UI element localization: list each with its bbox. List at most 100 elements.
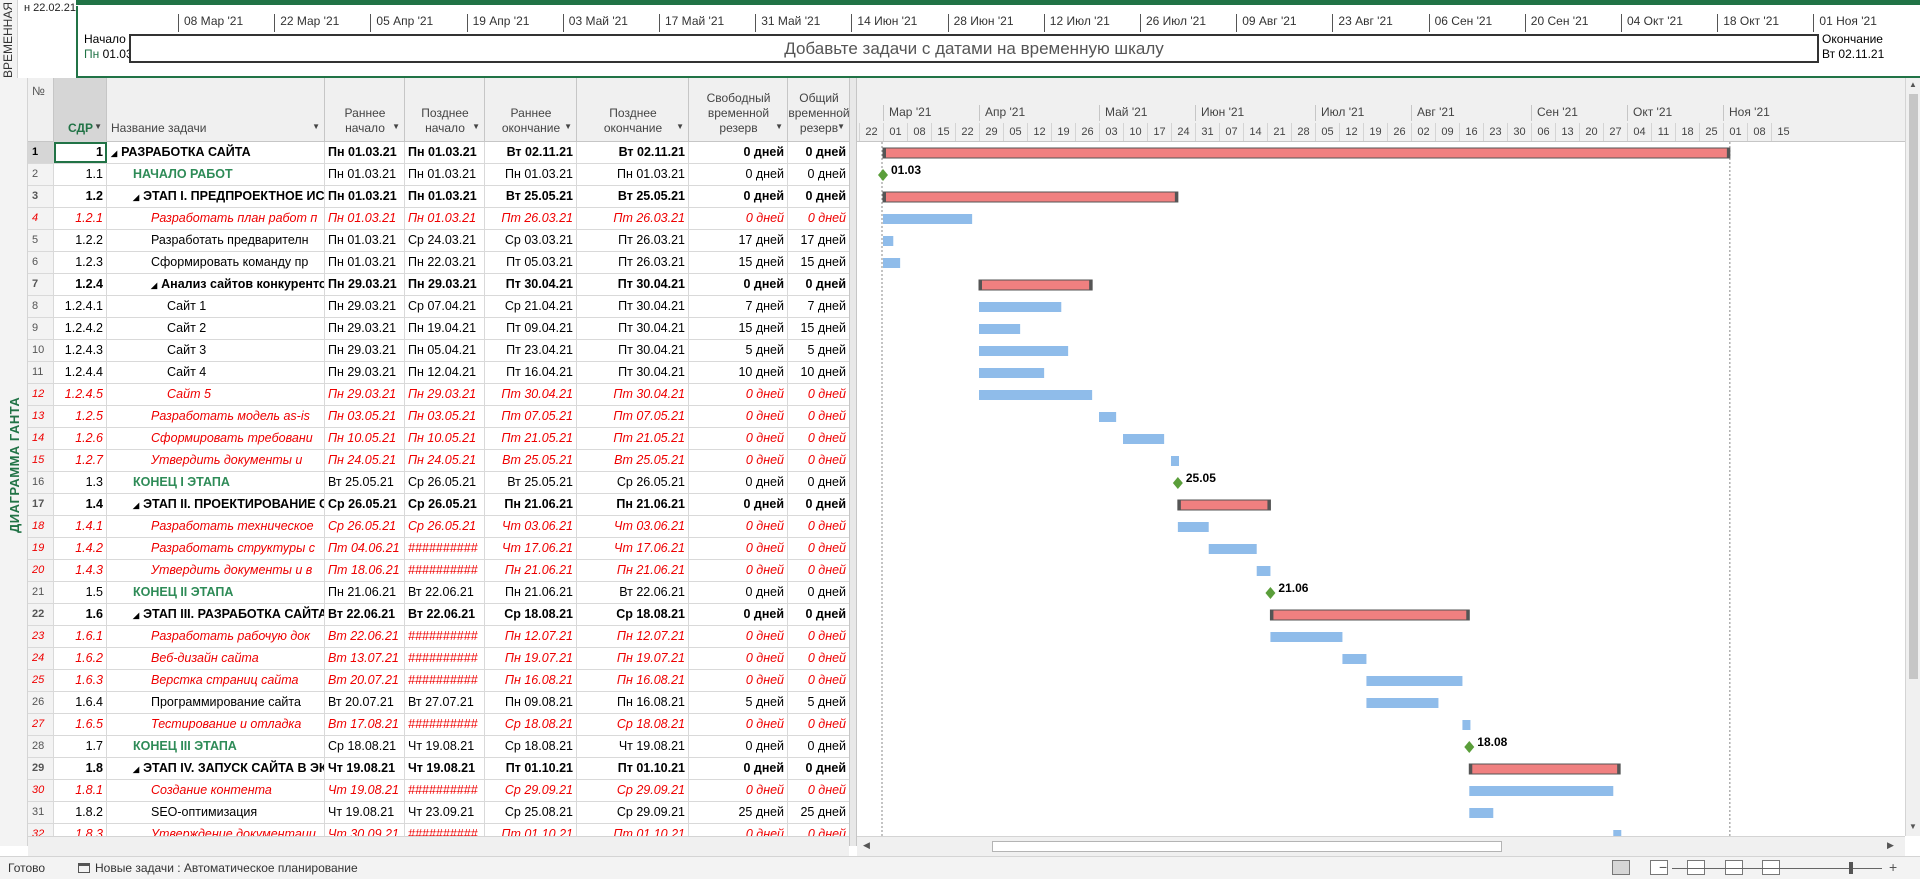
early-finish-cell[interactable]: Ср 03.03.21 bbox=[485, 230, 577, 251]
wbs-cell[interactable]: 1.2.4.3 bbox=[54, 340, 107, 361]
wbs-cell[interactable]: 1 bbox=[54, 142, 107, 163]
early-start-cell[interactable]: Чт 19.08.21 bbox=[325, 802, 405, 823]
wbs-cell[interactable]: 1.6.5 bbox=[54, 714, 107, 735]
wbs-cell[interactable]: 1.2 bbox=[54, 186, 107, 207]
free-slack-cell[interactable]: 0 дней bbox=[689, 560, 788, 581]
task-bar[interactable] bbox=[1366, 676, 1463, 686]
total-slack-cell[interactable]: 0 дней bbox=[805, 497, 846, 511]
late-finish-cell[interactable]: Ср 29.09.21 bbox=[577, 802, 689, 823]
wbs-cell[interactable]: 1.8.1 bbox=[54, 780, 107, 801]
filter-arrow-icon[interactable]: ▼ bbox=[775, 122, 783, 131]
free-slack-cell[interactable]: 0 дней bbox=[689, 516, 788, 537]
task-name-cell[interactable]: Разработать рабочую док bbox=[107, 626, 325, 647]
late-finish-cell[interactable]: Пт 30.04.21 bbox=[577, 296, 689, 317]
early-finish-cell[interactable]: Пт 07.05.21 bbox=[485, 406, 577, 427]
free-slack-cell[interactable]: 0 дней bbox=[689, 494, 788, 515]
header-free-slack[interactable]: Свободный временной резерв ▼ bbox=[689, 78, 788, 142]
gantt-view-icon[interactable] bbox=[1612, 860, 1630, 875]
row-number[interactable]: 19 bbox=[28, 538, 54, 559]
table-row[interactable]: 30 1.8.1 Создание контента Чт 19.08.21 #####… bbox=[28, 780, 849, 802]
table-row[interactable]: 7 1.2.4 ◢ Анализ сайтов конкуренто Пн 29.03.… bbox=[28, 274, 849, 296]
free-slack-cell[interactable]: 7 дней bbox=[689, 296, 788, 317]
late-finish-cell[interactable]: Чт 19.08.21 bbox=[577, 736, 689, 757]
team-planner-icon[interactable] bbox=[1687, 860, 1705, 875]
summary-bar[interactable] bbox=[1269, 609, 1470, 621]
scroll-up-icon[interactable]: ▲ bbox=[1909, 80, 1917, 89]
total-slack-cell[interactable]: 25 дней bbox=[800, 805, 846, 819]
task-name-cell[interactable]: ◢ ЭТАП IV. ЗАПУСК САЙТА В ЭК bbox=[107, 758, 325, 779]
late-start-cell[interactable]: Ср 24.03.21 bbox=[405, 230, 485, 251]
wbs-cell[interactable]: 1.2.6 bbox=[54, 428, 107, 449]
table-row[interactable]: 26 1.6.4 Программирование сайта Вт 20.07.21… bbox=[28, 692, 849, 714]
late-start-cell[interactable]: Чт 19.08.21 bbox=[405, 758, 485, 779]
summary-bar-start-cap[interactable] bbox=[883, 148, 886, 158]
total-slack-cell[interactable]: 0 дней bbox=[805, 607, 846, 621]
row-number[interactable]: 16 bbox=[28, 472, 54, 493]
late-finish-cell[interactable]: Пн 16.08.21 bbox=[577, 692, 689, 713]
zoom-slider[interactable] bbox=[1672, 868, 1882, 869]
late-finish-cell[interactable]: Пт 30.04.21 bbox=[577, 318, 689, 339]
late-finish-cell[interactable]: Пн 21.06.21 bbox=[577, 494, 689, 515]
free-slack-cell[interactable]: 0 дней bbox=[689, 582, 788, 603]
collapse-triangle-icon[interactable]: ◢ bbox=[133, 611, 140, 620]
task-name-cell[interactable]: SEO-оптимизация bbox=[107, 802, 325, 823]
early-start-cell[interactable]: Ср 18.08.21 bbox=[325, 736, 405, 757]
late-finish-cell[interactable]: Чт 17.06.21 bbox=[577, 538, 689, 559]
summary-bar-start-cap[interactable] bbox=[1469, 764, 1473, 774]
row-number[interactable]: 1 bbox=[28, 142, 54, 163]
free-slack-cell[interactable]: 0 дней bbox=[689, 648, 788, 669]
task-name-cell[interactable]: КОНЕЦ II ЭТАПА bbox=[107, 582, 325, 603]
late-start-cell[interactable]: Чт 23.09.21 bbox=[405, 802, 485, 823]
filter-arrow-icon[interactable]: ▼ bbox=[676, 122, 684, 131]
free-slack-cell[interactable]: 0 дней bbox=[689, 472, 788, 493]
task-name-cell[interactable]: Веб-дизайн сайта bbox=[107, 648, 325, 669]
row-number[interactable]: 10 bbox=[28, 340, 54, 361]
wbs-cell[interactable]: 1.2.4.2 bbox=[54, 318, 107, 339]
grid-horizontal-scrollbar[interactable] bbox=[28, 836, 849, 856]
header-early-start[interactable]: Раннее начало ▼ bbox=[325, 78, 405, 142]
free-slack-cell[interactable]: 0 дней bbox=[689, 824, 788, 836]
task-name-cell[interactable]: Сайт 5 bbox=[107, 384, 325, 405]
row-number[interactable]: 12 bbox=[28, 384, 54, 405]
early-start-cell[interactable]: Чт 30.09.21 bbox=[325, 824, 405, 836]
header-late-finish[interactable]: Позднее окончание ▼ bbox=[577, 78, 689, 142]
table-row[interactable]: 9 1.2.4.2 Сайт 2 Пн 29.03.21 Пн 19.04.21 Пт 0… bbox=[28, 318, 849, 340]
row-number[interactable]: 4 bbox=[28, 208, 54, 229]
early-start-cell[interactable]: Вт 22.06.21 bbox=[325, 626, 405, 647]
milestone-diamond[interactable] bbox=[1265, 587, 1276, 599]
task-bar[interactable] bbox=[1462, 720, 1471, 730]
early-finish-cell[interactable]: Ср 21.04.21 bbox=[485, 296, 577, 317]
early-start-cell[interactable]: Пн 24.05.21 bbox=[325, 450, 405, 471]
summary-bar[interactable] bbox=[1468, 763, 1621, 775]
total-slack-cell[interactable]: 17 дней bbox=[800, 233, 846, 247]
late-finish-cell[interactable]: Ср 26.05.21 bbox=[577, 472, 689, 493]
chart-horizontal-scrollbar[interactable]: ◀ ▶ bbox=[857, 836, 1905, 856]
early-start-cell[interactable]: Вт 25.05.21 bbox=[325, 472, 405, 493]
late-finish-cell[interactable]: Ср 18.08.21 bbox=[577, 604, 689, 625]
task-bar[interactable] bbox=[979, 324, 1021, 334]
late-finish-cell[interactable]: Вт 22.06.21 bbox=[577, 582, 689, 603]
row-number[interactable]: 15 bbox=[28, 450, 54, 471]
gantt-chart[interactable]: Мар '21 Апр '21 Май '21 Июн '21 Июл '21 Авг '… bbox=[857, 78, 1905, 836]
late-start-cell[interactable]: Чт 19.08.21 bbox=[405, 736, 485, 757]
total-slack-cell[interactable]: 0 дней bbox=[807, 717, 846, 731]
wbs-cell[interactable]: 1.2.1 bbox=[54, 208, 107, 229]
early-start-cell[interactable]: Пн 29.03.21 bbox=[325, 274, 405, 295]
free-slack-cell[interactable]: 5 дней bbox=[689, 340, 788, 361]
row-number[interactable]: 31 bbox=[28, 802, 54, 823]
total-slack-cell[interactable]: 0 дней bbox=[807, 563, 846, 577]
task-bar[interactable] bbox=[1123, 434, 1165, 444]
row-number[interactable]: 18 bbox=[28, 516, 54, 537]
task-name-cell[interactable]: Сайт 1 bbox=[107, 296, 325, 317]
free-slack-cell[interactable]: 25 дней bbox=[689, 802, 788, 823]
table-row[interactable]: 23 1.6.1 Разработать рабочую док Вт 22.06.2… bbox=[28, 626, 849, 648]
free-slack-cell[interactable]: 0 дней bbox=[689, 428, 788, 449]
row-number[interactable]: 29 bbox=[28, 758, 54, 779]
late-start-cell[interactable]: ########## bbox=[405, 714, 485, 735]
total-slack-cell[interactable]: 0 дней bbox=[807, 585, 846, 599]
task-name-cell[interactable]: Утвердить документы и в bbox=[107, 560, 325, 581]
late-start-cell[interactable]: Ср 26.05.21 bbox=[405, 472, 485, 493]
table-row[interactable]: 28 1.7 КОНЕЦ III ЭТАПА Ср 18.08.21 Чт 19.08.… bbox=[28, 736, 849, 758]
table-row[interactable]: 19 1.4.2 Разработать структуры с Пт 04.06.2… bbox=[28, 538, 849, 560]
header-task-name[interactable]: Название задачи ▼ bbox=[107, 78, 325, 142]
